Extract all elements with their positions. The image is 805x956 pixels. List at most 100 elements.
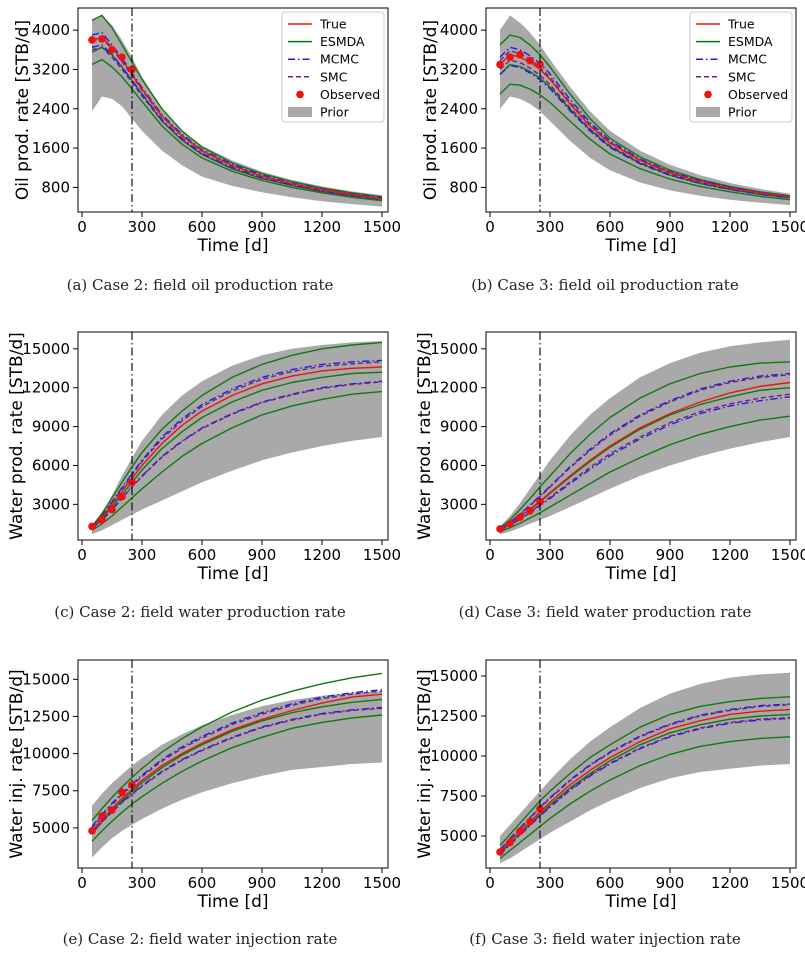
series-line-mcmc-0: [499, 46, 791, 197]
y-tick-label: 5000: [32, 819, 70, 837]
y-axis-label: Water prod. rate [STB/d]: [7, 332, 27, 540]
y-tick-label: 15000: [430, 340, 478, 358]
observed-point: [108, 806, 116, 814]
series-line-smc-0: [91, 361, 383, 528]
legend-label-mcmc: MCMC: [320, 52, 359, 67]
x-tick-label: 1500: [771, 874, 805, 892]
plot-area: [496, 332, 791, 540]
x-tick-label: 900: [248, 874, 277, 892]
observed-point: [128, 478, 136, 487]
prior-band: [500, 672, 790, 864]
axes-frame: [485, 331, 797, 541]
chart-panel-d: 0 300 600 900 1200 1500 3000 6000 9000 12000 15000…: [415, 331, 805, 584]
y-tick-label: 800: [41, 178, 70, 196]
x-tick-label: 300: [128, 546, 157, 564]
x-tick-label: 1500: [363, 874, 401, 892]
observed-point: [88, 36, 96, 44]
observed-point: [88, 522, 96, 531]
prior-band: [92, 341, 382, 535]
observed-point: [506, 53, 514, 61]
x-tick-label: 600: [188, 546, 217, 564]
observed-point: [118, 788, 126, 797]
y-tick-label: 4000: [440, 21, 478, 39]
y-tick-label: 12000: [22, 379, 70, 397]
series-line-smc-0: [91, 690, 383, 829]
caption-e: (e) Case 2: field water injection rate: [62, 930, 338, 948]
observed-point: [98, 516, 106, 524]
axes-frame: [77, 659, 389, 869]
x-tick-label: 900: [248, 218, 277, 236]
legend-label-prior: Prior: [728, 105, 758, 120]
y-tick-label: 2400: [32, 100, 70, 118]
legend-label-smc: SMC: [320, 69, 348, 84]
legend-label-esmda: ESMDA: [728, 34, 773, 49]
x-tick-label: 1200: [711, 218, 749, 236]
series-line-esmda-1: [91, 714, 383, 842]
x-tick-label: 0: [485, 546, 495, 564]
y-tick-label: 2400: [440, 100, 478, 118]
y-axis-label: Water inj. rate [STB/d]: [415, 669, 435, 858]
x-tick-label: 600: [596, 218, 625, 236]
series-line-esmda-0: [91, 672, 383, 821]
observed-point: [526, 507, 534, 515]
plot-area: [496, 8, 791, 212]
legend-swatch-observed: [704, 90, 712, 99]
series-line-esmda-1: [91, 390, 383, 531]
legend-swatch-prior: [696, 107, 720, 117]
series-line-true-0: [91, 366, 383, 529]
x-axis-label: Time [d]: [196, 892, 268, 912]
series-line-smc-0: [499, 704, 791, 851]
x-tick-label: 300: [128, 218, 157, 236]
y-tick-label: 3000: [440, 495, 478, 513]
x-tick-label: 1500: [363, 218, 401, 236]
observed-point: [496, 848, 504, 856]
observed-point: [496, 60, 504, 69]
caption-d: (d) Case 3: field water production rate: [458, 603, 752, 621]
observed-point: [536, 60, 544, 69]
legend-box: [689, 11, 793, 123]
legend-label-esmda: ESMDA: [320, 34, 365, 49]
x-tick-label: 1200: [711, 874, 749, 892]
series-line-esmda-1: [91, 58, 383, 202]
legend: True ESMDA MCMC SMC Observed Prior: [689, 11, 793, 123]
series-line-mcmc-0: [91, 689, 383, 827]
x-tick-label: 1500: [363, 546, 401, 564]
x-tick-label: 0: [485, 218, 495, 236]
y-tick-label: 1600: [32, 139, 70, 157]
x-axis-label: Time [d]: [604, 892, 676, 912]
axes-frame: [485, 7, 797, 213]
series-line-mcmc-0: [91, 359, 383, 528]
legend-label-prior: Prior: [320, 105, 350, 120]
observed-point: [98, 35, 106, 43]
legend-label-observed: Observed: [320, 87, 380, 102]
legend-label-smc: SMC: [728, 69, 756, 84]
series-line-esmda-0: [499, 34, 791, 197]
observed-point: [516, 513, 524, 522]
y-tick-label: 15000: [22, 670, 70, 688]
observed-point: [496, 525, 504, 533]
y-tick-label: 9000: [440, 418, 478, 436]
chart-panel-c: 0 300 600 900 1200 1500 3000 6000 9000 12000 15000…: [7, 331, 401, 584]
series-line-smc-1: [499, 59, 791, 198]
x-tick-label: 900: [656, 546, 685, 564]
y-tick-label: 10000: [22, 745, 70, 763]
legend-box: [281, 11, 385, 123]
x-tick-label: 0: [77, 218, 87, 236]
caption-c: (c) Case 2: field water production rate: [54, 603, 346, 621]
y-axis-label: Oil prod. rate [STB/d]: [421, 20, 441, 200]
x-tick-label: 300: [536, 546, 565, 564]
x-tick-label: 1200: [303, 546, 341, 564]
axes-frame: [77, 331, 389, 541]
series-line-mcmc-0: [499, 372, 791, 530]
x-tick-label: 1200: [303, 874, 341, 892]
observed-point: [506, 520, 514, 528]
observed-point: [526, 56, 534, 65]
chart-panel-e: 0 300 600 900 1200 1500 5000 7500 10000 12500 1500…: [7, 659, 401, 912]
series-line-true-0: [499, 54, 791, 198]
x-tick-label: 300: [536, 874, 565, 892]
x-tick-label: 600: [596, 874, 625, 892]
y-tick-label: 12000: [430, 379, 478, 397]
y-tick-label: 15000: [22, 340, 70, 358]
observed-point: [108, 505, 116, 514]
